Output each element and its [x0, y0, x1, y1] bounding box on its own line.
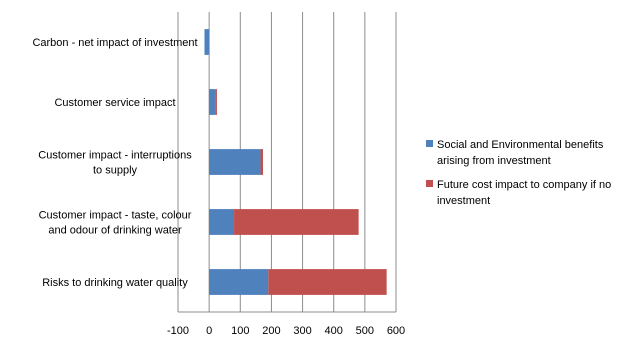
bar-social-environmental — [204, 29, 210, 55]
bar-social-environmental — [209, 149, 261, 175]
x-tick-label: 500 — [356, 325, 374, 337]
legend-label: Social and Environmental benefits — [437, 139, 604, 151]
bar-future-cost — [268, 269, 387, 295]
legend-label: investment — [437, 195, 490, 207]
legend-label: arising from investment — [437, 155, 551, 167]
x-tick-label: 600 — [387, 325, 405, 337]
x-axis: -100 0 100 200 300 400 500 600 — [167, 311, 405, 337]
category-label: Risks to drinking water quality — [42, 277, 188, 289]
bar-future-cost — [260, 149, 264, 175]
legend: Social and Environmental benefits arising… — [426, 139, 611, 207]
bar-social-environmental — [209, 209, 235, 235]
category-label: Carbon - net impact of investment — [32, 37, 197, 49]
bar-social-environmental — [209, 89, 216, 115]
legend-label: Future cost impact to company if no — [437, 179, 611, 191]
x-tick-label: 200 — [262, 325, 280, 337]
bar-future-cost — [234, 209, 359, 235]
x-tick-label: 0 — [206, 325, 212, 337]
bar-future-cost — [215, 89, 217, 115]
x-tick-label: 100 — [231, 325, 249, 337]
legend-swatch — [426, 140, 433, 147]
category-label: Customer impact - interruptions — [38, 150, 192, 162]
bars — [204, 29, 387, 295]
bar-social-environmental — [209, 269, 269, 295]
x-tick-label: 300 — [293, 325, 311, 337]
x-tick-label: 400 — [325, 325, 343, 337]
category-label: to supply — [93, 165, 138, 177]
category-labels: Carbon - net impact of investment Custome… — [32, 37, 197, 289]
x-tick-label: -100 — [167, 325, 189, 337]
category-label: Customer service impact — [54, 97, 175, 109]
category-label: and odour of drinking water — [48, 225, 182, 237]
legend-swatch — [426, 180, 433, 187]
category-label: Customer impact - taste, colour — [39, 210, 192, 222]
